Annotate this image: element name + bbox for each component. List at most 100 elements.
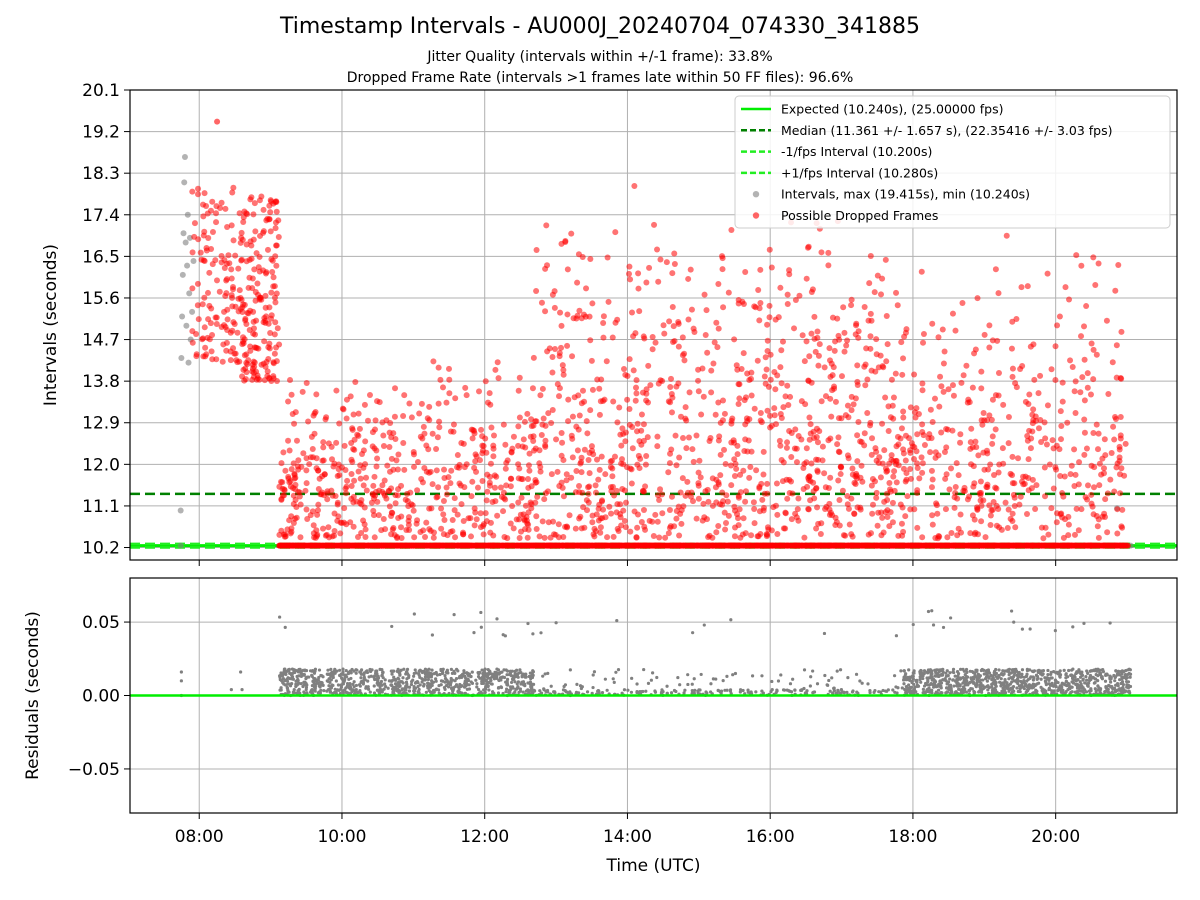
dropped-frame-point: [334, 501, 341, 508]
dropped-frame-point: [1059, 398, 1066, 405]
dropped-frame-point: [1118, 523, 1125, 530]
dropped-frame-point: [436, 424, 443, 431]
dropped-frame-point: [223, 260, 230, 267]
dropped-frame-point: [968, 425, 975, 432]
dropped-frame-point: [773, 480, 780, 487]
dropped-frame-point: [435, 484, 442, 491]
dropped-frame-point: [331, 527, 338, 534]
dropped-frame-point: [1092, 282, 1099, 289]
dropped-frame-point: [991, 471, 998, 478]
dropped-frame-point: [213, 314, 220, 321]
dropped-frame-point: [907, 506, 914, 513]
dropped-frame-point: [486, 390, 493, 397]
dropped-frame-point: [915, 410, 922, 417]
dropped-frame-point: [1023, 511, 1030, 518]
dropped-frame-point: [568, 474, 575, 481]
dropped-frame-point: [620, 365, 627, 372]
dropped-frame-point: [746, 474, 753, 481]
dropped-frame-point: [578, 454, 585, 461]
dropped-frame-point: [1071, 483, 1078, 490]
dropped-frame-point: [1078, 506, 1085, 513]
dropped-frame-point: [764, 337, 771, 344]
dropped-frame-point: [826, 500, 833, 507]
dropped-frame-point: [774, 530, 781, 537]
dropped-frame-point: [816, 341, 823, 348]
dropped-frame-point: [600, 320, 607, 327]
residual-point: [490, 682, 494, 686]
dropped-frame-point: [805, 243, 812, 250]
dropped-frame-point: [626, 405, 633, 412]
dropped-frame-point: [893, 443, 900, 450]
dropped-frame-point: [759, 496, 766, 503]
residual-point: [483, 671, 487, 675]
dropped-frame-point: [829, 512, 836, 519]
dropped-frame-point: [624, 372, 631, 379]
dropped-frame-point: [673, 507, 680, 514]
residual-point: [530, 674, 534, 678]
dropped-frame-point: [1057, 408, 1064, 415]
dropped-frame-point: [286, 447, 293, 454]
dropped-frame-point: [558, 479, 565, 486]
dropped-frame-point: [1084, 370, 1091, 377]
dropped-frame-point: [768, 527, 775, 534]
residual-point: [391, 678, 395, 682]
dropped-frame-point: [468, 493, 475, 500]
dropped-frame-point: [524, 410, 531, 417]
dropped-frame-point: [649, 346, 656, 353]
dropped-frame-point: [808, 330, 815, 337]
dropped-frame-point: [278, 460, 285, 467]
dropped-frame-point: [395, 515, 402, 522]
dropped-frame-point: [201, 190, 208, 197]
dropped-frame-point: [438, 525, 445, 532]
dropped-frame-point: [735, 381, 742, 388]
dropped-frame-point: [325, 524, 332, 531]
dropped-frame-point: [978, 385, 985, 392]
dropped-frame-point: [256, 376, 263, 383]
dropped-frame-point: [936, 403, 943, 410]
dropped-frame-point: [935, 452, 942, 459]
dropped-frame-point: [890, 394, 897, 401]
dropped-frame-point: [374, 455, 381, 462]
dropped-frame-point: [223, 276, 230, 283]
dropped-frame-point: [433, 445, 440, 452]
dropped-frame-point: [445, 365, 452, 372]
dropped-frame-point: [338, 464, 345, 471]
residual-point: [279, 671, 283, 675]
dropped-frame-point: [620, 461, 627, 468]
dropped-frame-point: [448, 467, 455, 474]
dropped-frame-point: [851, 511, 858, 518]
dropped-frame-point: [735, 492, 742, 499]
dropped-frame-point: [265, 320, 272, 327]
dropped-frame-point: [569, 454, 576, 461]
residual-point: [467, 687, 472, 691]
dropped-frame-point: [230, 184, 237, 191]
residual-point: [298, 669, 302, 673]
dropped-frame-point: [704, 349, 711, 356]
residual-point: [505, 687, 509, 691]
dropped-frame-point: [218, 199, 225, 206]
dropped-frame-point: [549, 354, 556, 361]
residual-point: [291, 677, 295, 681]
dropped-frame-point: [229, 189, 236, 196]
dropped-frame-point: [386, 443, 393, 450]
dropped-frame-point: [609, 334, 616, 341]
dropped-frame-point: [279, 492, 286, 499]
dropped-frame-point: [838, 373, 845, 380]
dropped-frame-point: [826, 345, 833, 352]
dropped-frame-point: [776, 437, 783, 444]
dropped-frame-point: [454, 511, 461, 518]
dropped-frame-point: [474, 484, 481, 491]
dropped-frame-point: [583, 285, 590, 292]
dropped-frame-point: [784, 382, 791, 389]
dropped-frame-point: [288, 513, 295, 520]
dropped-frame-point: [267, 315, 274, 322]
dropped-frame-point: [913, 405, 920, 412]
residual-point: [328, 689, 333, 694]
dropped-frame-point: [272, 299, 279, 306]
dropped-frame-point: [1115, 262, 1122, 269]
residual-point: [310, 673, 314, 678]
dropped-frame-point: [595, 476, 602, 483]
residual-point: [340, 677, 344, 681]
dropped-frame-point: [331, 510, 338, 517]
dropped-frame-point: [246, 274, 253, 281]
